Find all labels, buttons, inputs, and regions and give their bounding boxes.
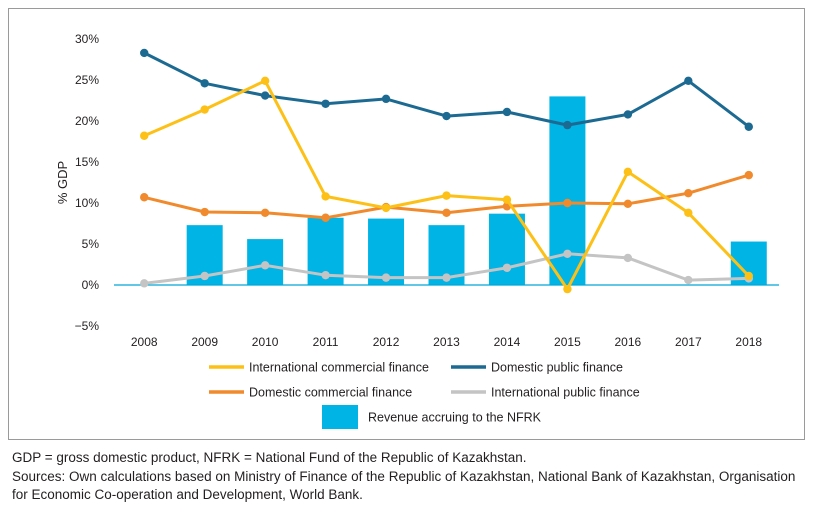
x-tick-label: 2012: [373, 335, 400, 349]
legend-swatch-revenue-accruing-to-the-nfrk: [322, 405, 358, 429]
x-tick-label: 2015: [554, 335, 581, 349]
point-domestic-commercial-finance: [321, 213, 330, 222]
point-international-commercial-finance: [502, 195, 512, 204]
x-tick-label: 2018: [735, 335, 762, 349]
y-tick-label: 10%: [75, 196, 99, 210]
point-international-commercial-finance: [260, 76, 270, 86]
point-international-public-finance: [684, 275, 693, 285]
y-tick-label: 5%: [82, 237, 100, 251]
y-tick-label: 25%: [75, 73, 99, 87]
y-tick-label: 15%: [75, 155, 99, 169]
legend-label-revenue-accruing-to-the-nfrk: Revenue accruing to the NFRK: [368, 411, 542, 425]
x-tick-label: 2014: [494, 335, 521, 349]
point-domestic-public-finance: [321, 99, 330, 108]
point-domestic-commercial-finance: [623, 199, 633, 209]
point-international-public-finance: [623, 253, 633, 263]
point-domestic-commercial-finance: [684, 188, 693, 198]
point-international-commercial-finance: [744, 271, 753, 281]
point-domestic-public-finance: [260, 91, 270, 100]
point-international-commercial-finance: [381, 203, 391, 213]
point-domestic-public-finance: [140, 48, 149, 58]
x-tick-label: 2013: [433, 335, 460, 349]
legend-label-international-public-finance: International public finance: [491, 386, 640, 400]
point-domestic-public-finance: [563, 120, 572, 130]
y-axis-label: % GDP: [55, 161, 70, 204]
point-international-public-finance: [200, 271, 209, 281]
point-domestic-public-finance: [381, 94, 391, 104]
x-tick-label: 2010: [252, 335, 279, 349]
point-international-commercial-finance: [442, 191, 451, 200]
point-international-commercial-finance: [200, 105, 209, 114]
point-international-public-finance: [563, 249, 572, 259]
figure-notes: GDP = gross domestic product, NFRK = Nat…: [12, 449, 802, 505]
x-tick-label: 2008: [131, 335, 158, 349]
point-international-public-finance: [502, 263, 512, 272]
y-tick-label: 20%: [75, 114, 99, 128]
point-domestic-public-finance: [684, 76, 693, 86]
point-international-public-finance: [442, 273, 451, 282]
point-international-public-finance: [260, 261, 270, 270]
point-international-commercial-finance: [623, 167, 633, 177]
point-domestic-public-finance: [442, 111, 451, 121]
point-international-commercial-finance: [563, 284, 572, 294]
x-tick-label: 2016: [615, 335, 642, 349]
x-tick-label: 2009: [191, 335, 218, 349]
y-tick-label: −5%: [75, 319, 100, 333]
sources-note: Sources: Own calculations based on Minis…: [12, 468, 796, 503]
chart-frame: −5% 0% 5% 10% 15% 20% 25% 30% % GDP 2008 2009 2010 2…: [8, 8, 805, 440]
bar-nfrk-revenue: [488, 213, 525, 285]
point-international-commercial-finance: [321, 192, 330, 201]
point-domestic-public-finance: [502, 107, 512, 117]
point-domestic-commercial-finance: [744, 170, 753, 180]
point-international-public-finance: [381, 273, 391, 282]
legend-label-domestic-public-finance: Domestic public finance: [491, 361, 623, 375]
point-domestic-commercial-finance: [140, 193, 149, 202]
point-international-commercial-finance: [684, 208, 693, 218]
y-tick-label: 30%: [75, 32, 99, 46]
point-domestic-commercial-finance: [200, 207, 209, 217]
point-domestic-public-finance: [200, 79, 209, 88]
point-domestic-commercial-finance: [563, 198, 572, 208]
chart-svg: −5% 0% 5% 10% 15% 20% 25% 30% % GDP 2008 2009 2010 2…: [55, 32, 779, 429]
point-domestic-public-finance: [623, 110, 633, 119]
abbreviations-note: GDP = gross domestic product, NFRK = Nat…: [12, 450, 527, 465]
legend-label-international-commercial-finance: International commercial finance: [249, 361, 429, 375]
point-international-commercial-finance: [140, 131, 149, 140]
point-domestic-commercial-finance: [442, 208, 451, 218]
point-international-public-finance: [321, 270, 330, 280]
point-domestic-public-finance: [744, 122, 753, 131]
x-tick-label: 2011: [313, 335, 339, 349]
x-tick-label: 2017: [675, 335, 702, 349]
legend-label-domestic-commercial-finance: Domestic commercial finance: [249, 386, 412, 400]
y-tick-label: 0%: [82, 278, 100, 292]
point-international-public-finance: [140, 279, 149, 288]
point-domestic-commercial-finance: [260, 208, 270, 218]
